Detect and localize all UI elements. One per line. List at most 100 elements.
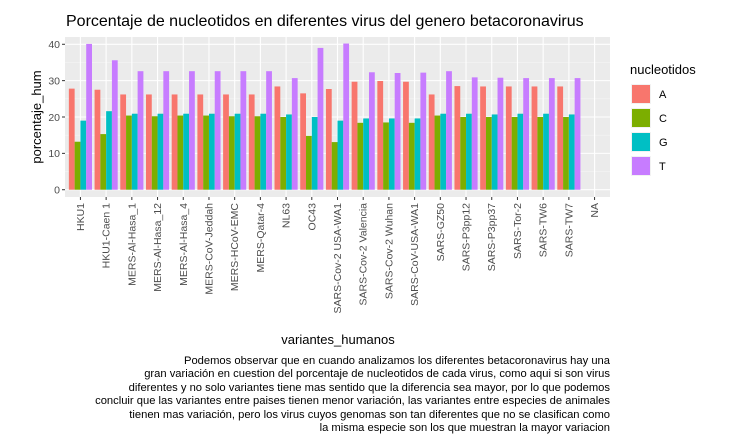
legend-key-c	[632, 109, 650, 127]
bar-c	[357, 122, 364, 190]
bars	[68, 43, 581, 190]
bar-a	[94, 89, 101, 190]
legend-label: A	[659, 89, 667, 101]
x-tick-label: NL63	[281, 203, 293, 228]
bar-c	[485, 117, 492, 190]
bar-c	[151, 116, 158, 190]
bar-g	[234, 113, 241, 190]
bar-c	[331, 142, 338, 190]
bar-t	[240, 71, 247, 190]
bar-g	[183, 113, 190, 190]
legend-key-t	[632, 157, 650, 175]
bar-a	[274, 86, 281, 190]
bar-a	[68, 88, 75, 190]
legend-label: T	[659, 161, 666, 173]
bar-t	[394, 73, 401, 190]
bar-a	[428, 94, 435, 190]
bar-a	[325, 89, 332, 190]
x-tick-label: SARS-TW7	[563, 203, 575, 257]
bar-c	[203, 115, 209, 190]
caption-line: Podemos observar que en cuando analizamo…	[183, 355, 610, 367]
bar-g	[363, 118, 369, 190]
bar-t	[523, 78, 530, 190]
x-tick-label: HKU1-Caen 1	[101, 203, 113, 269]
legend-key-a	[632, 85, 650, 103]
caption-line: la misma especie son los que muestran la…	[319, 422, 610, 435]
bar-a	[223, 94, 229, 190]
bar-a	[454, 86, 461, 190]
bar-c	[434, 115, 441, 190]
bar-a	[403, 81, 409, 190]
bar-a	[480, 86, 486, 190]
bar-g	[286, 114, 292, 190]
bar-g	[491, 114, 498, 190]
bar-g	[388, 118, 395, 190]
bar-c	[511, 117, 518, 190]
x-tick-label: SARS-Cov-2 Valencia	[358, 203, 370, 306]
bar-c	[126, 115, 132, 190]
bar-t	[574, 78, 581, 190]
x-tick-label: SARS-Cov-2 USA-WA1	[332, 203, 344, 314]
bar-c	[74, 141, 81, 190]
y-tick-label: 20	[48, 112, 60, 124]
y-tick-label: 40	[48, 39, 60, 51]
bar-a	[300, 93, 307, 190]
chart-title: Porcentaje de nucleotidos en diferentes …	[66, 13, 584, 30]
caption-line: diferentes y no solo variantes tiene mas…	[128, 381, 610, 394]
caption-line: concluir que las variantes entre paises …	[95, 395, 610, 408]
bar-a	[377, 81, 384, 190]
bar-a	[145, 94, 152, 190]
x-tick-label: MERS-HCoV-EMC	[229, 203, 241, 292]
bar-t	[163, 71, 170, 190]
bar-c	[228, 116, 235, 190]
bar-c	[408, 122, 415, 190]
x-tick-label: OC43	[306, 203, 318, 231]
bar-t	[343, 43, 350, 190]
bar-t	[86, 43, 92, 190]
y-tick-label: 10	[48, 148, 60, 160]
bar-a	[120, 94, 127, 190]
bar-a	[351, 81, 358, 190]
x-tick-label: SARS-P3pp12	[461, 203, 473, 271]
bar-a	[248, 94, 255, 190]
bar-g	[157, 113, 164, 190]
legend-label: G	[659, 137, 668, 149]
bar-c	[306, 135, 312, 190]
bar-t	[214, 71, 221, 190]
caption-line: gran variación en cuestion del porcentaj…	[144, 368, 610, 381]
bar-t	[111, 60, 118, 190]
bar-g	[543, 113, 549, 190]
bar-g	[80, 120, 87, 190]
bar-t	[317, 47, 324, 190]
bar-t	[291, 78, 298, 190]
bar-c	[563, 117, 569, 190]
x-tick-label: SARS-CoV-USA-WA1	[409, 203, 421, 306]
bar-g	[106, 111, 112, 190]
bar-g	[131, 113, 138, 190]
y-axis-title: porcentaje_hum	[29, 70, 44, 163]
bar-t	[420, 72, 427, 190]
bar-t	[471, 77, 478, 190]
y-tick-label: 30	[48, 75, 60, 87]
bar-t	[137, 71, 144, 190]
legend-key-g	[632, 133, 650, 151]
x-axis-title: variantes_humanos	[281, 332, 395, 347]
bar-g	[440, 113, 447, 190]
x-tick-label: MERS-Qatar-4	[255, 203, 267, 273]
x-tick-label: HKU1	[75, 203, 87, 231]
bar-g	[337, 120, 344, 190]
bar-g	[260, 113, 267, 190]
bar-c	[100, 134, 107, 190]
bar-t	[368, 72, 375, 190]
x-tick-label: MERS-CoV-Jeddah	[203, 203, 215, 295]
y-tick-label: 0	[54, 185, 60, 197]
legend-label: C	[659, 113, 667, 125]
bar-c	[177, 115, 184, 190]
x-tick-label: SARS-P3pp37	[486, 203, 498, 271]
caption: Podemos observar que en cuando analizamo…	[0, 355, 610, 435]
x-tick-label: SARS-GZ50	[435, 203, 447, 262]
bar-c	[280, 117, 287, 190]
bar-c	[537, 117, 544, 190]
